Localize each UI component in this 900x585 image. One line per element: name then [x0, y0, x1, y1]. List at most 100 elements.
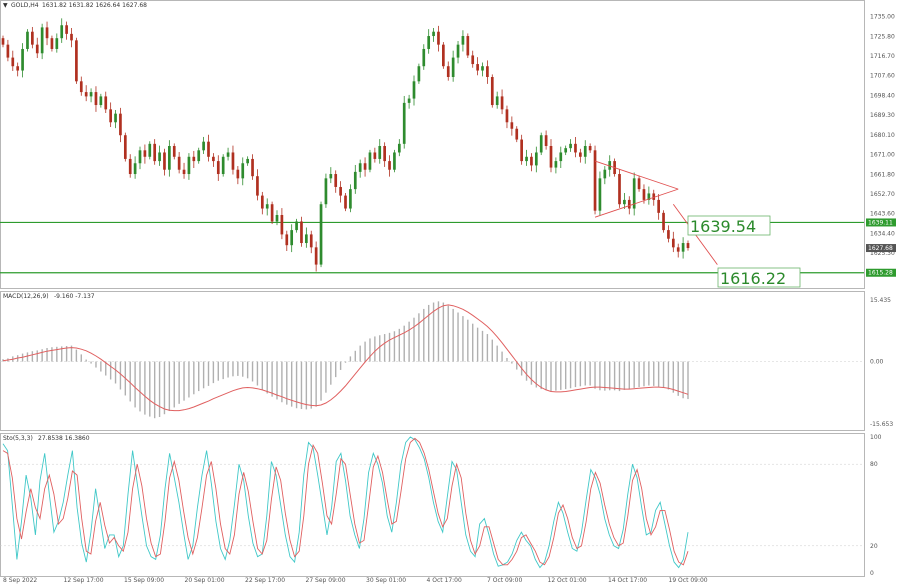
- candle-body: [314, 247, 318, 265]
- candle-body: [363, 163, 367, 170]
- candle-body: [461, 36, 465, 45]
- candle-body: [172, 146, 176, 157]
- candle-body: [182, 169, 186, 175]
- candle-body: [407, 98, 411, 103]
- candle-body: [251, 158, 254, 177]
- candle-body: [94, 92, 98, 106]
- candle-body: [676, 247, 680, 252]
- candle-body: [623, 199, 626, 205]
- candle-body: [280, 215, 284, 235]
- candle-body: [45, 27, 49, 39]
- time-tick-label: 12 Sep 17:00: [64, 577, 104, 584]
- candle-body: [657, 199, 660, 213]
- time-tick-label: 27 Sep 09:00: [306, 577, 346, 584]
- candle-body: [417, 66, 421, 82]
- candle-body: [534, 152, 538, 166]
- candle-body: [579, 152, 582, 157]
- candle-body: [442, 44, 445, 67]
- candle-body: [31, 31, 34, 45]
- candle-body: [383, 146, 386, 162]
- stoch-title: Sto(5,3,3): [3, 435, 33, 442]
- candle-body: [319, 204, 323, 265]
- candle-body: [510, 122, 514, 129]
- price-tick-label: 1689.30: [870, 112, 895, 119]
- price-tick-label: 1680.10: [870, 132, 895, 139]
- candle-body: [681, 243, 685, 252]
- price-panel-frame: [0, 0, 865, 289]
- level-price-tag-text: 1615.28: [868, 270, 893, 277]
- time-tick-label: 20 Sep 01:00: [185, 577, 225, 584]
- macd-title: MACD(12,26,9): [3, 293, 49, 300]
- candle-body: [554, 161, 558, 168]
- candle-body: [216, 161, 220, 175]
- stoch-panel-frame: [0, 433, 865, 577]
- candle-body: [667, 230, 670, 239]
- candle-body: [99, 96, 103, 106]
- candle-body: [84, 92, 88, 97]
- candle-body: [285, 234, 289, 246]
- level-label-box-upper: [687, 215, 771, 236]
- candle-body: [397, 143, 401, 153]
- current-price-tag-text: 1627.68: [868, 245, 893, 252]
- candle-body: [505, 109, 509, 123]
- candle-body: [671, 238, 675, 248]
- candle-body: [349, 189, 352, 209]
- candle-body: [476, 64, 479, 71]
- candle-body: [40, 27, 44, 54]
- candle-body: [559, 152, 563, 162]
- axis-layer: 1735.00 1725.80 1716.70 1707.60 1698.40 1689.…: [3, 14, 896, 584]
- candle-body: [456, 44, 460, 58]
- macd-tick-label: 0.00: [870, 359, 884, 366]
- candle-body: [368, 152, 372, 170]
- candle-body: [632, 178, 636, 209]
- stoch-tick-label: 80: [870, 461, 878, 468]
- price-tick-label: 1735.00: [870, 14, 895, 21]
- candle-body: [583, 146, 587, 157]
- candle-body: [114, 113, 117, 123]
- time-tick-label: 8 Sep 2022: [3, 577, 37, 584]
- candle-body: [593, 150, 597, 211]
- candle-body: [637, 178, 641, 190]
- macd-tick-label: 15.435: [870, 297, 891, 304]
- candle-body: [627, 199, 631, 209]
- candle-body: [305, 234, 308, 244]
- stoch-tick-label: 0: [870, 570, 874, 577]
- candle-body: [686, 243, 690, 249]
- price-tick-label: 1716.70: [870, 53, 895, 60]
- candle-body: [192, 156, 196, 162]
- candle-body: [662, 212, 665, 231]
- candle-body: [35, 44, 39, 54]
- candle-body: [300, 221, 303, 244]
- time-tick-label: 4 Oct 17:00: [427, 577, 462, 584]
- candle-body: [70, 33, 73, 41]
- price-tick-label: 1634.40: [870, 231, 895, 238]
- candle-body: [65, 25, 68, 34]
- candle-body: [246, 158, 249, 164]
- candle-body: [270, 204, 274, 222]
- candle-body: [1, 38, 5, 45]
- candle-body: [16, 66, 20, 71]
- candle-body: [143, 150, 147, 157]
- symbol-label: GOLD,H4: [11, 2, 39, 9]
- candle-body: [451, 57, 455, 77]
- price-tick-label: 1643.60: [870, 211, 895, 218]
- candle-body: [402, 102, 406, 144]
- candle-body: [241, 163, 245, 179]
- candle-body: [256, 176, 259, 196]
- candle-body: [412, 81, 416, 99]
- candle-body: [471, 55, 475, 65]
- candle-body: [324, 178, 328, 205]
- macd-panel-frame: [0, 291, 865, 431]
- level-label-box-lower: [717, 267, 801, 288]
- level-price-tag-text: 1639.11: [868, 219, 893, 226]
- candle-body: [539, 135, 543, 153]
- stoch-layer: [0, 436, 864, 569]
- candle-body: [466, 36, 470, 56]
- time-tick-label: 7 Oct 09:00: [487, 577, 522, 584]
- collapse-triangle-icon[interactable]: ▼: [3, 2, 8, 9]
- candle-body: [21, 48, 24, 71]
- candle-body: [437, 31, 440, 45]
- macd-signal-line: [2, 304, 689, 412]
- candle-body: [569, 143, 572, 149]
- candle-body: [275, 215, 279, 222]
